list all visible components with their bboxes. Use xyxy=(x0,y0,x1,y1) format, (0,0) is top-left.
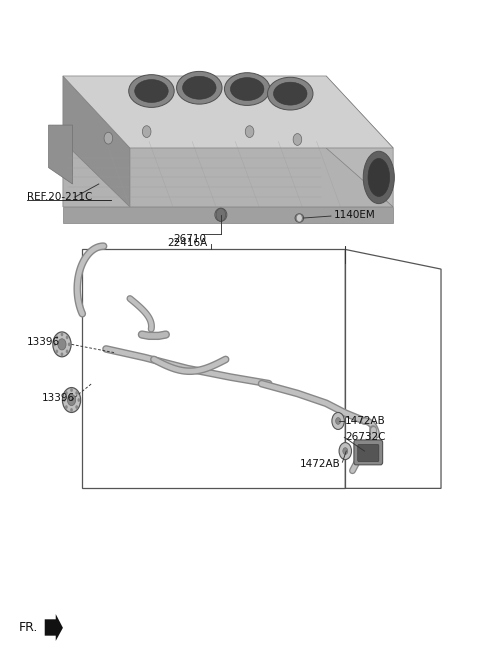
Circle shape xyxy=(60,333,63,337)
Bar xyxy=(82,249,345,488)
Circle shape xyxy=(68,342,71,346)
Ellipse shape xyxy=(215,208,227,221)
Circle shape xyxy=(65,391,68,395)
Circle shape xyxy=(53,342,56,346)
Polygon shape xyxy=(45,614,63,641)
Circle shape xyxy=(66,335,69,339)
Text: 26710: 26710 xyxy=(173,234,206,244)
Text: 1140EM: 1140EM xyxy=(333,211,375,220)
Ellipse shape xyxy=(225,73,270,106)
Polygon shape xyxy=(63,76,393,148)
Text: 26732C: 26732C xyxy=(345,432,386,442)
Circle shape xyxy=(70,408,73,412)
Circle shape xyxy=(339,443,351,460)
Circle shape xyxy=(332,413,344,430)
Ellipse shape xyxy=(368,159,390,196)
Ellipse shape xyxy=(274,82,307,105)
Text: 1472AB: 1472AB xyxy=(345,416,386,426)
Text: 13396: 13396 xyxy=(41,393,74,403)
Ellipse shape xyxy=(177,72,222,104)
Circle shape xyxy=(65,405,68,409)
Circle shape xyxy=(336,418,341,424)
Circle shape xyxy=(56,335,58,339)
Ellipse shape xyxy=(267,77,313,110)
Circle shape xyxy=(216,208,226,221)
Ellipse shape xyxy=(135,79,168,102)
FancyBboxPatch shape xyxy=(358,445,379,462)
Circle shape xyxy=(245,126,254,138)
Polygon shape xyxy=(63,142,393,207)
Circle shape xyxy=(143,126,151,138)
Text: 22416A: 22416A xyxy=(167,237,207,248)
Circle shape xyxy=(75,405,78,409)
Circle shape xyxy=(104,133,113,144)
FancyBboxPatch shape xyxy=(354,440,383,465)
Polygon shape xyxy=(48,125,72,184)
Ellipse shape xyxy=(230,77,264,100)
Circle shape xyxy=(67,394,76,405)
Text: FR.: FR. xyxy=(19,621,38,634)
Circle shape xyxy=(66,350,69,354)
Text: 13396: 13396 xyxy=(27,337,60,348)
Ellipse shape xyxy=(129,75,174,108)
Circle shape xyxy=(56,350,58,354)
Circle shape xyxy=(297,214,302,222)
Circle shape xyxy=(60,352,63,356)
Circle shape xyxy=(53,332,71,357)
Circle shape xyxy=(62,388,81,413)
Polygon shape xyxy=(326,76,393,207)
Ellipse shape xyxy=(182,76,216,99)
Circle shape xyxy=(63,398,66,402)
Circle shape xyxy=(343,447,348,455)
Circle shape xyxy=(58,338,66,350)
Text: REF.20-211C: REF.20-211C xyxy=(27,192,92,202)
Circle shape xyxy=(75,391,78,395)
Ellipse shape xyxy=(363,152,395,203)
Ellipse shape xyxy=(295,214,304,222)
Polygon shape xyxy=(63,207,393,223)
Circle shape xyxy=(77,398,80,402)
Circle shape xyxy=(293,134,302,146)
Polygon shape xyxy=(63,76,130,207)
Text: 1472AB: 1472AB xyxy=(300,459,341,469)
Circle shape xyxy=(70,388,73,392)
